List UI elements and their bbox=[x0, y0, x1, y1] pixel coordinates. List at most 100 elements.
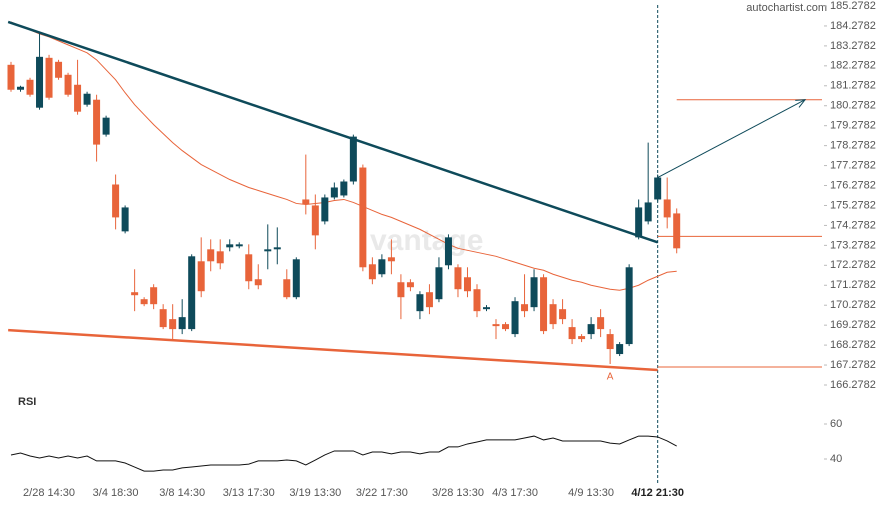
candle-body bbox=[292, 259, 300, 298]
candle-body bbox=[378, 259, 386, 275]
candle-body bbox=[330, 187, 338, 198]
candle-body bbox=[597, 317, 605, 330]
candle-body bbox=[368, 264, 376, 280]
y-tick-label: 178.2782 bbox=[830, 140, 876, 152]
y-tick-label: 180.2782 bbox=[830, 100, 876, 112]
candle-body bbox=[131, 292, 139, 296]
candle-body bbox=[207, 249, 215, 262]
x-tick-label: 3/13 17:30 bbox=[223, 487, 275, 499]
candle-body bbox=[112, 184, 120, 218]
watermark: vantage bbox=[370, 224, 483, 257]
candle-body bbox=[64, 74, 72, 95]
candle-body bbox=[102, 117, 110, 135]
candle-body bbox=[663, 199, 671, 218]
arrow-head bbox=[795, 99, 807, 108]
candle-body bbox=[254, 279, 262, 286]
candle-body bbox=[540, 277, 548, 332]
candle-body bbox=[178, 317, 186, 330]
x-tick-label: 3/4 18:30 bbox=[93, 487, 139, 499]
candle-body bbox=[616, 344, 624, 355]
y-tick-label: 175.2782 bbox=[830, 199, 876, 211]
candle-body bbox=[45, 57, 53, 98]
rsi-tick-label: 60 bbox=[830, 418, 842, 430]
rsi-line bbox=[10, 435, 677, 472]
candle-body bbox=[216, 251, 224, 264]
y-tick-label: 167.2782 bbox=[830, 359, 876, 371]
candle-body bbox=[635, 207, 643, 238]
candle-body bbox=[273, 247, 281, 250]
candle-body bbox=[549, 304, 557, 325]
candle-body bbox=[521, 304, 529, 312]
y-tick-label: 172.2782 bbox=[830, 259, 876, 271]
candle-body bbox=[473, 289, 481, 312]
y-tick-label: 169.2782 bbox=[830, 319, 876, 331]
candle-body bbox=[625, 267, 633, 345]
candle-body bbox=[502, 324, 510, 330]
candle-body bbox=[17, 86, 25, 90]
candle-body bbox=[7, 64, 15, 90]
candle-body bbox=[435, 267, 443, 300]
candle-body bbox=[340, 181, 348, 196]
candle-body bbox=[197, 261, 205, 292]
candle-body bbox=[463, 277, 471, 292]
y-tick-label: 173.2782 bbox=[830, 239, 876, 251]
rsi-tick-label: 40 bbox=[830, 453, 842, 465]
moving-average bbox=[10, 21, 677, 291]
candle-body bbox=[188, 256, 196, 330]
candle-body bbox=[283, 279, 291, 298]
rsi-label: RSI bbox=[18, 396, 36, 408]
candle-body bbox=[55, 61, 63, 78]
candle-body bbox=[93, 99, 101, 145]
y-tick-label: 183.2782 bbox=[830, 40, 876, 52]
candle-body bbox=[36, 56, 44, 108]
pattern-annotation: A bbox=[607, 372, 614, 383]
x-tick-label: 2/28 14:30 bbox=[23, 487, 75, 499]
candle-body bbox=[235, 244, 243, 247]
candle-body bbox=[349, 136, 357, 182]
candle-body bbox=[140, 299, 148, 305]
candle-body bbox=[530, 277, 538, 308]
candle-body bbox=[397, 282, 405, 298]
candle-body bbox=[444, 237, 452, 266]
y-tick-label: 176.2782 bbox=[830, 179, 876, 191]
y-tick-label: 174.2782 bbox=[830, 219, 876, 231]
y-tick-label: 179.2782 bbox=[830, 120, 876, 132]
candle-body bbox=[387, 257, 395, 262]
y-tick-label: 184.2782 bbox=[830, 20, 876, 32]
candle-body bbox=[483, 307, 490, 310]
candle-body bbox=[74, 84, 82, 112]
candle-body bbox=[302, 199, 310, 205]
forecast-arrow bbox=[657, 99, 806, 178]
candle-body bbox=[264, 249, 272, 252]
candle-body bbox=[169, 319, 177, 330]
candle-body bbox=[226, 244, 234, 248]
candle-body bbox=[26, 79, 34, 95]
x-tick-label: 4/9 13:30 bbox=[568, 487, 614, 499]
candle-body bbox=[559, 309, 567, 320]
y-tick-label: 177.2782 bbox=[830, 159, 876, 171]
candle-body bbox=[578, 336, 586, 340]
x-tick-label: 3/28 13:30 bbox=[432, 487, 484, 499]
candle-body bbox=[454, 267, 462, 290]
y-tick-label: 182.2782 bbox=[830, 60, 876, 72]
candle-body bbox=[587, 324, 595, 335]
candle-body bbox=[654, 177, 662, 200]
candle-body bbox=[673, 213, 681, 249]
trend-line bbox=[8, 328, 658, 372]
candle-body bbox=[644, 202, 652, 222]
y-tick-label: 168.2782 bbox=[830, 339, 876, 351]
candle-body bbox=[416, 294, 424, 312]
y-tick-label: 185.2782 bbox=[830, 0, 876, 12]
source-label: autochartist.com bbox=[746, 2, 827, 14]
x-tick-label: 3/19 13:30 bbox=[289, 487, 341, 499]
y-tick-label: 170.2782 bbox=[830, 299, 876, 311]
candle-body bbox=[159, 309, 167, 328]
x-tick-label: 4/12 21:30 bbox=[631, 487, 684, 499]
candle-body bbox=[150, 287, 158, 305]
y-tick-label: 166.2782 bbox=[830, 379, 876, 391]
candle-body bbox=[606, 334, 614, 350]
candle-body bbox=[245, 254, 253, 282]
candle-body bbox=[321, 197, 329, 222]
